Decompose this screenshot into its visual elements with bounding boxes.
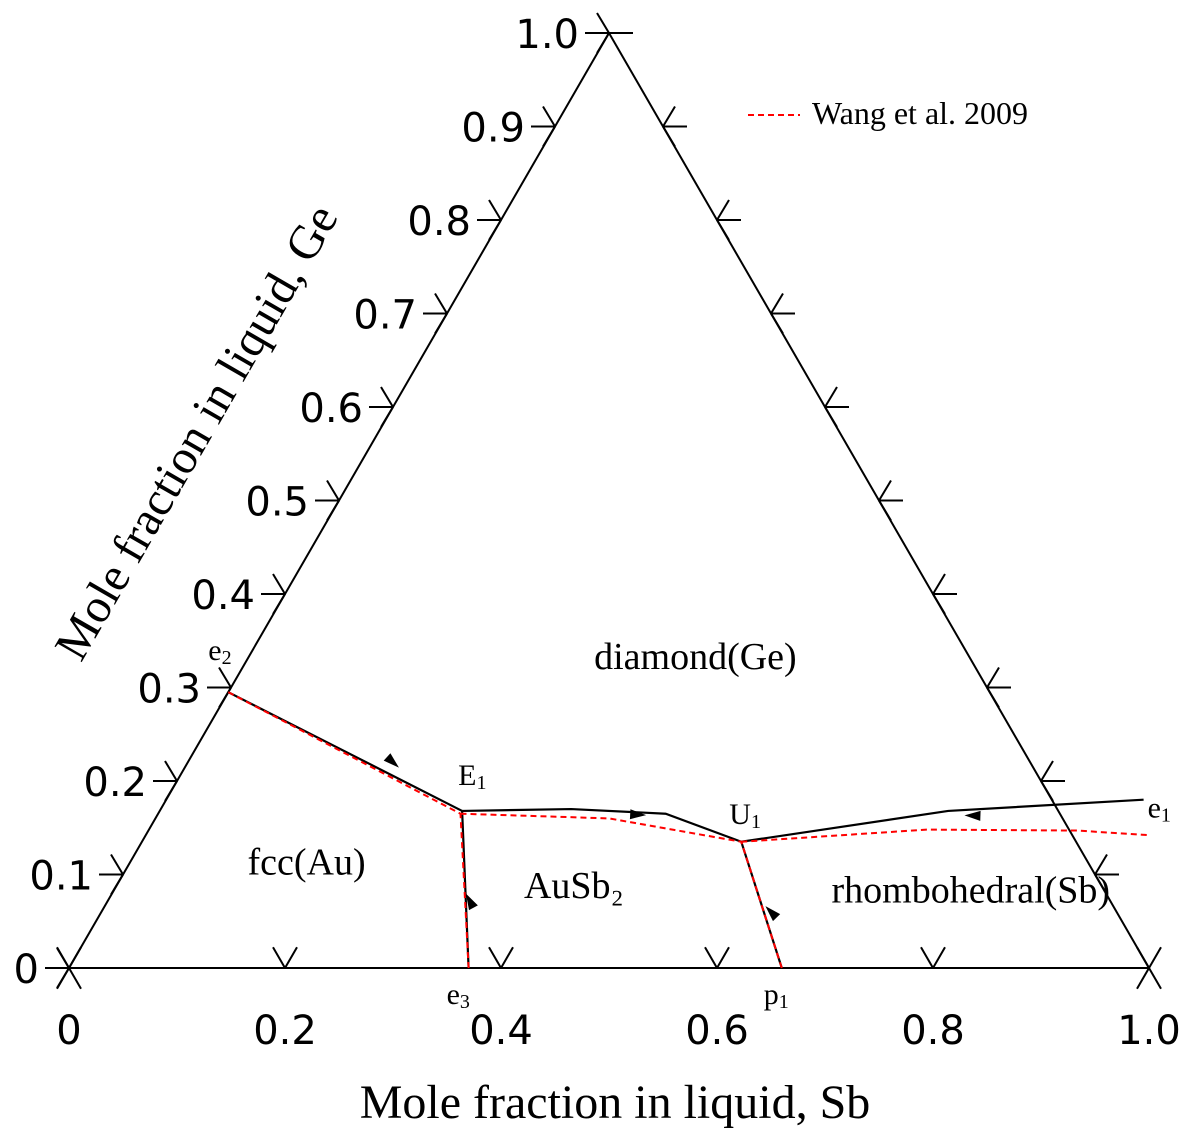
x-tick-label: 0.2 <box>253 1008 317 1054</box>
right-tick-mark <box>716 219 730 241</box>
x-tick-mark <box>284 946 298 969</box>
x-tick-mark <box>1148 946 1162 969</box>
x-tick-mark <box>68 967 82 990</box>
y-tick-mark <box>56 947 70 969</box>
y-tick-mark <box>434 292 448 315</box>
y-tick-mark <box>164 780 178 802</box>
wang-2009-boundary-line <box>740 841 783 969</box>
phase-label: AuSb₂ <box>524 865 624 907</box>
right-tick-mark <box>932 573 946 595</box>
x-tick-mark <box>716 946 730 969</box>
invariant-point-label: e3 <box>447 978 470 1013</box>
x-tick-mark <box>704 946 718 969</box>
y-tick-mark <box>542 105 556 128</box>
phase-label: diamond(Ge) <box>594 636 797 678</box>
y-tick-mark <box>272 593 286 615</box>
y-tick-label: 0.1 <box>29 854 93 900</box>
right-tick-mark <box>824 406 838 428</box>
y-tick-mark <box>488 219 502 241</box>
y-tick-label: 0 <box>14 947 39 993</box>
y-tick-label: 0.8 <box>407 199 471 245</box>
right-tick-mark <box>716 199 730 221</box>
x-tick-label: 1.0 <box>1117 1008 1181 1054</box>
y-tick-mark <box>380 406 394 428</box>
x-tick-mark <box>1148 967 1162 990</box>
invariant-point-label: E1 <box>458 759 486 794</box>
wang-2009-boundary-line <box>227 691 461 815</box>
y-tick-mark <box>272 573 286 595</box>
x-tick-label: 0 <box>56 1008 81 1054</box>
x-axis-title: Mole fraction in liquid, Sb <box>360 1076 871 1129</box>
y-tick-mark <box>434 312 448 335</box>
right-tick-mark <box>662 105 676 128</box>
x-tick-mark <box>272 946 286 969</box>
y-tick-mark <box>56 967 70 989</box>
direction-arrow <box>964 810 981 821</box>
y-tick-label: 0.4 <box>191 573 255 619</box>
x-tick-mark <box>1136 967 1150 990</box>
x-tick-mark <box>500 946 514 969</box>
right-tick-mark <box>1040 760 1054 782</box>
y-tick-label: 1.0 <box>515 12 579 58</box>
y-tick-mark <box>380 386 394 408</box>
right-tick-mark <box>986 686 1000 709</box>
right-tick-mark <box>770 292 784 315</box>
invariant-point-label: p1 <box>764 978 789 1013</box>
right-tick-mark <box>770 312 784 335</box>
y-tick-mark <box>326 479 340 502</box>
legend-label: Wang et al. 2009 <box>812 95 1028 131</box>
legend: Wang et al. 2009 <box>748 95 1028 131</box>
right-tick-mark <box>932 593 946 615</box>
y-tick-label: 0.2 <box>83 760 147 806</box>
y-tick-mark <box>596 12 610 34</box>
y-tick-label: 0.3 <box>137 667 201 713</box>
invariant-point-label: e2 <box>208 634 231 669</box>
y-tick-mark <box>110 873 124 896</box>
right-tick-mark <box>878 479 892 502</box>
y-tick-mark <box>218 686 232 709</box>
invariant-point-label: e1 <box>1148 792 1171 827</box>
y-tick-mark <box>542 125 556 148</box>
calculated-boundary-line <box>461 810 470 969</box>
wang-2009-boundary-line <box>459 813 470 969</box>
x-tick-mark <box>68 946 82 969</box>
direction-arrow <box>383 753 399 768</box>
y-tick-label: 0.7 <box>353 293 417 339</box>
wang-2009-boundary-line <box>460 812 742 843</box>
right-tick-mark <box>986 666 1000 689</box>
x-tick-label: 0.8 <box>901 1008 965 1054</box>
x-tick-mark <box>1136 946 1150 969</box>
y-tick-mark <box>218 666 232 689</box>
direction-arrow <box>765 906 781 922</box>
right-tick-mark <box>662 125 676 148</box>
y-tick-mark <box>488 199 502 221</box>
x-tick-label: 0.6 <box>685 1008 749 1054</box>
x-tick-mark <box>932 946 946 969</box>
y-tick-mark <box>326 499 340 522</box>
x-tick-label: 0.4 <box>469 1008 533 1054</box>
y-tick-label: 0.5 <box>245 480 309 526</box>
x-tick-mark <box>920 946 934 969</box>
y-tick-mark <box>164 760 178 782</box>
calculated-boundary-line <box>741 798 1144 843</box>
y-tick-mark <box>110 853 124 876</box>
y-tick-label: 0.9 <box>461 106 525 152</box>
calculated-boundary-line <box>462 807 742 843</box>
calculated-boundary-line <box>227 691 463 812</box>
right-tick-mark <box>1094 873 1108 896</box>
right-tick-mark <box>878 499 892 522</box>
y-tick-mark <box>596 32 610 54</box>
wang-2009-boundary-line <box>741 828 1151 843</box>
right-tick-mark <box>824 386 838 408</box>
direction-arrow <box>629 809 647 820</box>
y-tick-label: 0.6 <box>299 386 363 432</box>
direction-arrow <box>465 893 478 911</box>
x-tick-mark <box>488 946 502 969</box>
right-tick-mark <box>1094 853 1108 876</box>
invariant-point-label: U1 <box>729 798 761 833</box>
phase-label: rhombohedral(Sb) <box>831 870 1110 912</box>
phase-label: fcc(Au) <box>248 842 366 884</box>
right-tick-mark <box>1040 780 1054 802</box>
